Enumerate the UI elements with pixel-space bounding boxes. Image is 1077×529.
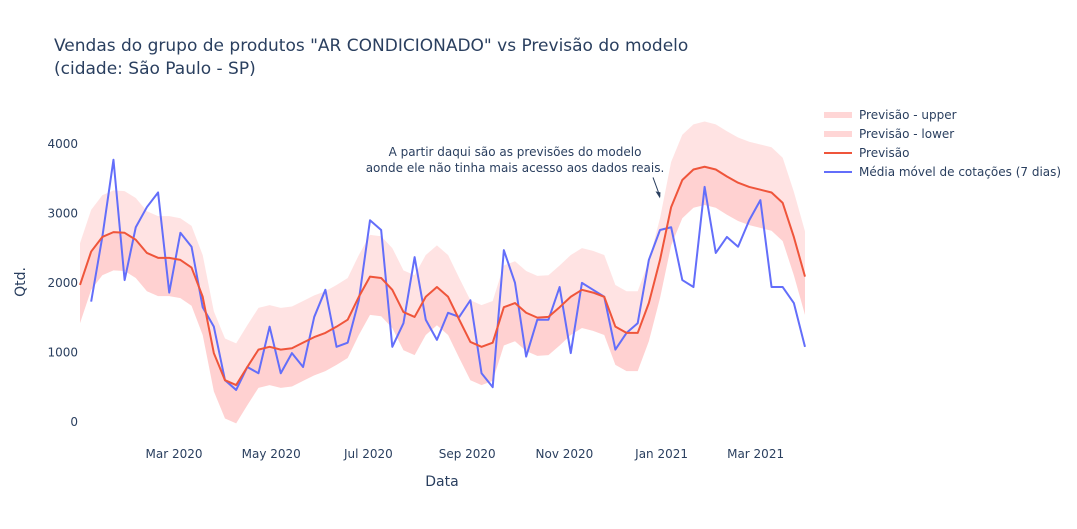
series-lines <box>79 158 806 391</box>
x-tick-label: Nov 2020 <box>536 447 594 461</box>
forecast-line <box>79 165 806 387</box>
x-tick-label: Jul 2020 <box>343 447 393 461</box>
annotation-line-1: A partir daqui são as previsões do model… <box>389 145 642 159</box>
band-upper <box>80 121 805 386</box>
y-tick-label: 4000 <box>47 137 78 151</box>
legend-item[interactable]: Previsão - lower <box>824 127 954 141</box>
legend-item[interactable]: Previsão - upper <box>824 108 957 122</box>
chart-title-line-1: Vendas do grupo de produtos "AR CONDICIO… <box>54 36 688 56</box>
x-tick-label: Mar 2021 <box>727 447 784 461</box>
moving-average-line <box>90 158 806 391</box>
y-tick-label: 2000 <box>47 276 78 290</box>
x-tick-label: May 2020 <box>242 447 301 461</box>
y-axis-ticks: 0 1000 2000 3000 4000 <box>47 137 78 429</box>
forecast-annotation: A partir daqui são as previsões do model… <box>366 145 665 199</box>
y-tick-label: 3000 <box>47 206 78 220</box>
x-axis-ticks: Mar 2020 May 2020 Jul 2020 Sep 2020 Nov 2020… <box>146 447 785 461</box>
legend-item[interactable]: Previsão <box>824 146 909 160</box>
x-tick-label: Sep 2020 <box>439 447 496 461</box>
y-tick-label: 0 <box>70 415 78 429</box>
legend: Previsão - upper Previsão - lower Previsão… <box>824 108 1061 179</box>
legend-label: Previsão - upper <box>859 108 957 122</box>
x-tick-label: Mar 2020 <box>146 447 203 461</box>
annotation-line-2: aonde ele não tinha mais acesso aos dado… <box>366 161 665 175</box>
x-tick-label: Jan 2021 <box>634 447 688 461</box>
legend-label: Média móvel de cotações (7 dias) <box>859 165 1061 179</box>
band-lower <box>80 166 805 424</box>
legend-label: Previsão <box>859 146 909 160</box>
chart-title-line-2: (cidade: São Paulo - SP) <box>54 59 256 79</box>
y-axis-label: Qtd. <box>13 267 29 297</box>
y-tick-label: 1000 <box>47 345 78 359</box>
annotation-arrowhead <box>655 191 661 199</box>
legend-item[interactable]: Média móvel de cotações (7 dias) <box>824 165 1061 179</box>
legend-label: Previsão - lower <box>859 127 954 141</box>
x-axis-label: Data <box>425 474 458 490</box>
